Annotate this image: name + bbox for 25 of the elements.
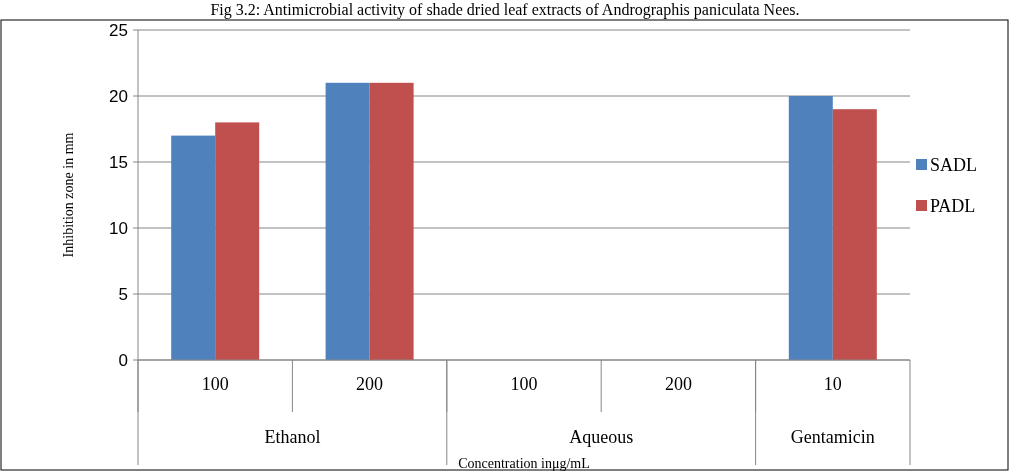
text: Gentamicin [790, 427, 875, 447]
x-axis-title: Concentration inμg/mL [458, 456, 590, 471]
legend-label: PADL [930, 196, 976, 217]
x-tick-label: 200 [356, 374, 384, 394]
y-tick-label: 25 [109, 20, 128, 40]
bar [369, 82, 414, 360]
bar [788, 96, 833, 360]
x-tick-label: 10 [823, 374, 842, 394]
text: Aqueous [569, 427, 634, 447]
x-tick-label: 100 [201, 374, 229, 394]
bar [171, 135, 216, 360]
y-tick-label: 10 [109, 218, 128, 238]
bar [325, 82, 370, 360]
y-tick-label: 5 [118, 284, 128, 304]
legend-label: SADL [930, 155, 978, 176]
chart-title: Fig 3.2: Antimicrobial activity of shade dried leaf extracts of Andrographis paniculata Nees. [210, 1, 800, 19]
y-tick-label: 0 [118, 350, 128, 370]
y-tick-label: 20 [109, 86, 128, 106]
bar [832, 109, 877, 360]
x-tick-label: 200 [664, 374, 692, 394]
text: Ethanol [264, 427, 321, 447]
x-tick-label: 100 [510, 374, 538, 394]
y-tick-label: 15 [109, 152, 128, 172]
y-axis-title: Inhibition zone in mm [61, 132, 76, 258]
bar [215, 122, 260, 360]
